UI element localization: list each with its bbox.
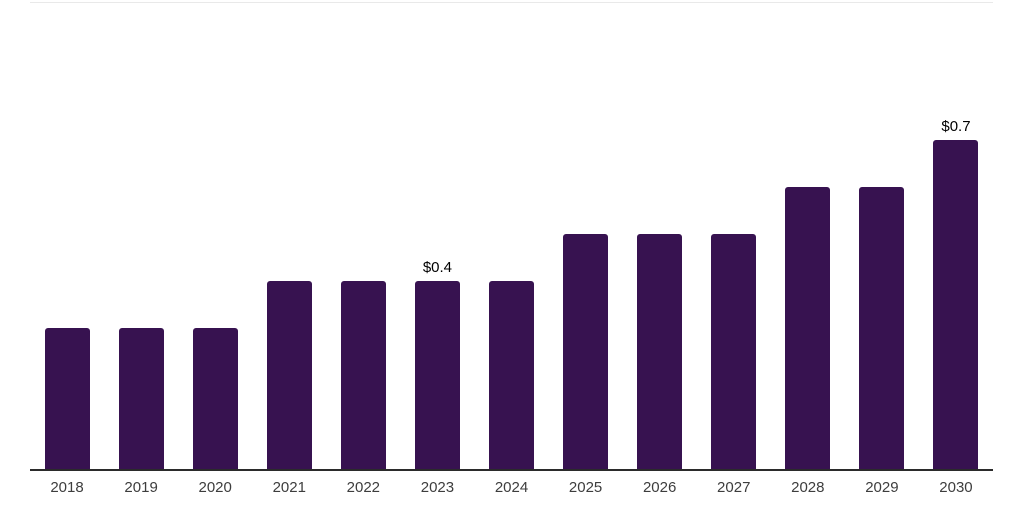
bar-column-2023: $0.4 [400, 0, 474, 469]
bar-column-2027 [697, 0, 771, 469]
bar-2022 [340, 281, 386, 469]
bar-column-2029 [845, 0, 919, 469]
x-tick-2025: 2025 [568, 479, 603, 496]
bar-column-2030: $0.7 [919, 0, 993, 469]
bar-2030 [933, 140, 979, 469]
bar-column-2020 [178, 0, 252, 469]
bar-2026 [637, 234, 683, 469]
bar-column-2018 [30, 0, 104, 469]
bar-column-2025 [549, 0, 623, 469]
x-tick-2022: 2022 [346, 479, 381, 496]
bar-column-2026 [623, 0, 697, 469]
bar-2021 [266, 281, 312, 469]
x-tick-2020: 2020 [198, 479, 232, 496]
x-tick-2027: 2027 [717, 479, 751, 496]
bar-2027 [711, 234, 757, 469]
x-axis-tick-labels: 2018 2019 2020 2021 2022 2023 2024 2025 2026 2027… [30, 480, 993, 496]
x-tick-2021: 2021 [272, 479, 306, 496]
bar-2029 [859, 187, 905, 469]
value-label-2023: $0.4 [422, 259, 453, 276]
top-divider-line [30, 2, 993, 3]
bar-column-2022 [326, 0, 400, 469]
bar-2023 [414, 281, 460, 469]
bar-2018 [44, 328, 90, 469]
bar-2028 [785, 187, 831, 469]
x-tick-2030: 2030 [939, 479, 973, 496]
bar-column-2019 [104, 0, 178, 469]
x-tick-2024: 2024 [494, 479, 529, 496]
x-tick-2018: 2018 [50, 479, 84, 496]
value-label-2030: $0.7 [941, 118, 971, 135]
bar-2020 [192, 328, 238, 469]
x-tick-2028: 2028 [791, 479, 825, 496]
bar-2025 [563, 234, 609, 469]
bar-2019 [118, 328, 164, 469]
bar-2024 [489, 281, 534, 469]
x-tick-2023: 2023 [420, 479, 455, 496]
bar-column-2021 [252, 0, 326, 469]
bar-column-2024 [474, 0, 548, 469]
bar-column-2028 [771, 0, 845, 469]
x-tick-2029: 2029 [865, 479, 899, 496]
x-tick-2026: 2026 [642, 479, 677, 496]
x-tick-2019: 2019 [124, 479, 158, 496]
chart-plot-area: $0.4 $0.7 [30, 0, 993, 471]
